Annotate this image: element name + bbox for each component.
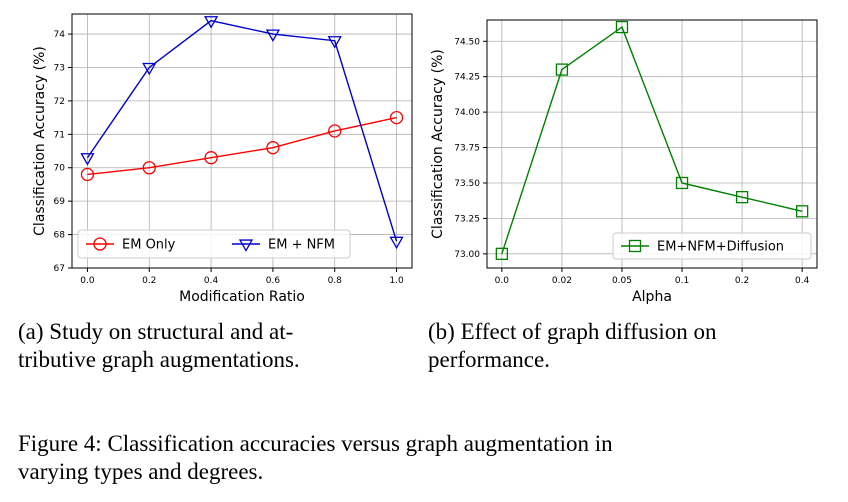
legend-marker xyxy=(628,239,642,253)
figure-caption-line-2: varying types and degrees. xyxy=(18,459,264,484)
y-tick-label: 71 xyxy=(54,130,65,140)
figure-caption: Figure 4: Classification accuracies vers… xyxy=(18,430,838,486)
y-axis-label: Classification Accuracy (%) xyxy=(32,46,48,236)
series-0 xyxy=(80,110,404,182)
x-tick-label: 0.8 xyxy=(328,276,343,286)
legend-label: EM+NFM+Diffusion xyxy=(657,240,784,255)
x-tick-label: 0.0 xyxy=(80,276,95,286)
y-tick-label: 73.75 xyxy=(454,144,480,154)
data-point xyxy=(675,176,689,190)
x-tick-label: 1.0 xyxy=(389,276,404,286)
legend-box xyxy=(612,232,812,260)
legend: EM Only EM + NFM xyxy=(77,229,351,259)
caption-a: (a) Study on structural and at- tributiv… xyxy=(18,318,428,374)
legend-label: EM Only xyxy=(122,238,176,253)
caption-a-line-1: (a) Study on structural and at- xyxy=(18,319,294,344)
data-point xyxy=(495,247,508,260)
y-tick-label: 74 xyxy=(54,30,66,40)
x-tick-label: 0.6 xyxy=(266,276,281,286)
x-tick-label: 0.4 xyxy=(204,276,219,286)
caption-b: (b) Effect of graph diffusion on perform… xyxy=(428,318,840,374)
x-tick-label: 0.4 xyxy=(795,276,810,286)
series-line xyxy=(87,116,397,176)
y-tick-label: 68 xyxy=(54,231,66,241)
x-tick-label: 0.05 xyxy=(612,276,632,286)
y-tick-label: 73.00 xyxy=(454,250,480,260)
data-point xyxy=(795,205,809,218)
chart-structural-attributive: 0.0 0.2 0.4 0.6 0.8 1.0 67 68 69 70 71 72 73 74 Modifi… xyxy=(32,13,413,305)
figure-caption-line-1: Figure 4: Classification accuracies vers… xyxy=(18,431,613,456)
plot-frame xyxy=(486,19,818,269)
x-tick-label: 0.1 xyxy=(675,276,689,286)
data-point xyxy=(555,63,569,76)
plot-frame xyxy=(71,13,413,269)
data-point xyxy=(389,236,404,250)
data-point xyxy=(80,153,95,166)
caption-a-line-2: tributive graph augmentations. xyxy=(18,347,300,372)
y-tick-label: 73 xyxy=(54,63,65,73)
data-point xyxy=(327,36,342,49)
x-tick-label: 0.2 xyxy=(735,276,749,286)
series-1 xyxy=(80,16,404,250)
data-point xyxy=(265,29,281,42)
data-point xyxy=(389,110,404,125)
y-tick-label: 73.25 xyxy=(454,214,480,224)
y-tick-label: 73.50 xyxy=(454,179,480,189)
x-axis-label: Modification Ratio xyxy=(179,289,305,305)
legend: EM+NFM+Diffusion xyxy=(612,232,812,260)
x-tick-label: 0.2 xyxy=(142,276,156,286)
legend-box xyxy=(77,229,351,259)
series-line xyxy=(86,19,398,242)
series-line xyxy=(501,25,803,255)
y-tick-label: 69 xyxy=(54,197,66,207)
caption-b-line-2: performance. xyxy=(428,347,550,372)
grid xyxy=(487,20,817,268)
data-point xyxy=(266,141,280,155)
legend-marker xyxy=(238,239,254,252)
y-tick-label: 74.50 xyxy=(454,37,480,47)
data-point xyxy=(204,151,218,165)
x-tick-label: 0.0 xyxy=(495,276,510,286)
y-tick-label: 70 xyxy=(54,164,66,174)
y-tick-label: 74.25 xyxy=(454,73,480,83)
y-axis-label: Classification Accuracy (%) xyxy=(430,49,446,239)
y-tick-label: 67 xyxy=(54,264,65,274)
y-tick-label: 72 xyxy=(54,97,65,107)
x-tick-label: 0.02 xyxy=(552,276,572,286)
grid xyxy=(72,14,412,269)
data-point xyxy=(615,20,629,34)
data-point xyxy=(142,62,157,76)
data-point xyxy=(142,161,156,175)
data-point xyxy=(203,16,219,29)
data-point xyxy=(735,190,749,204)
y-tick-label: 74.00 xyxy=(454,108,480,118)
data-point xyxy=(328,124,342,138)
series-0 xyxy=(495,20,809,260)
legend-marker xyxy=(93,237,107,251)
data-point xyxy=(80,167,95,182)
caption-b-line-1: (b) Effect of graph diffusion on xyxy=(428,319,717,344)
x-axis-label: Alpha xyxy=(632,289,672,305)
chart-graph-diffusion: 0.0 0.02 0.05 0.1 0.2 0.4 73.00 73.25 73.50 73.75… xyxy=(430,19,818,305)
legend-label: EM + NFM xyxy=(268,238,335,253)
